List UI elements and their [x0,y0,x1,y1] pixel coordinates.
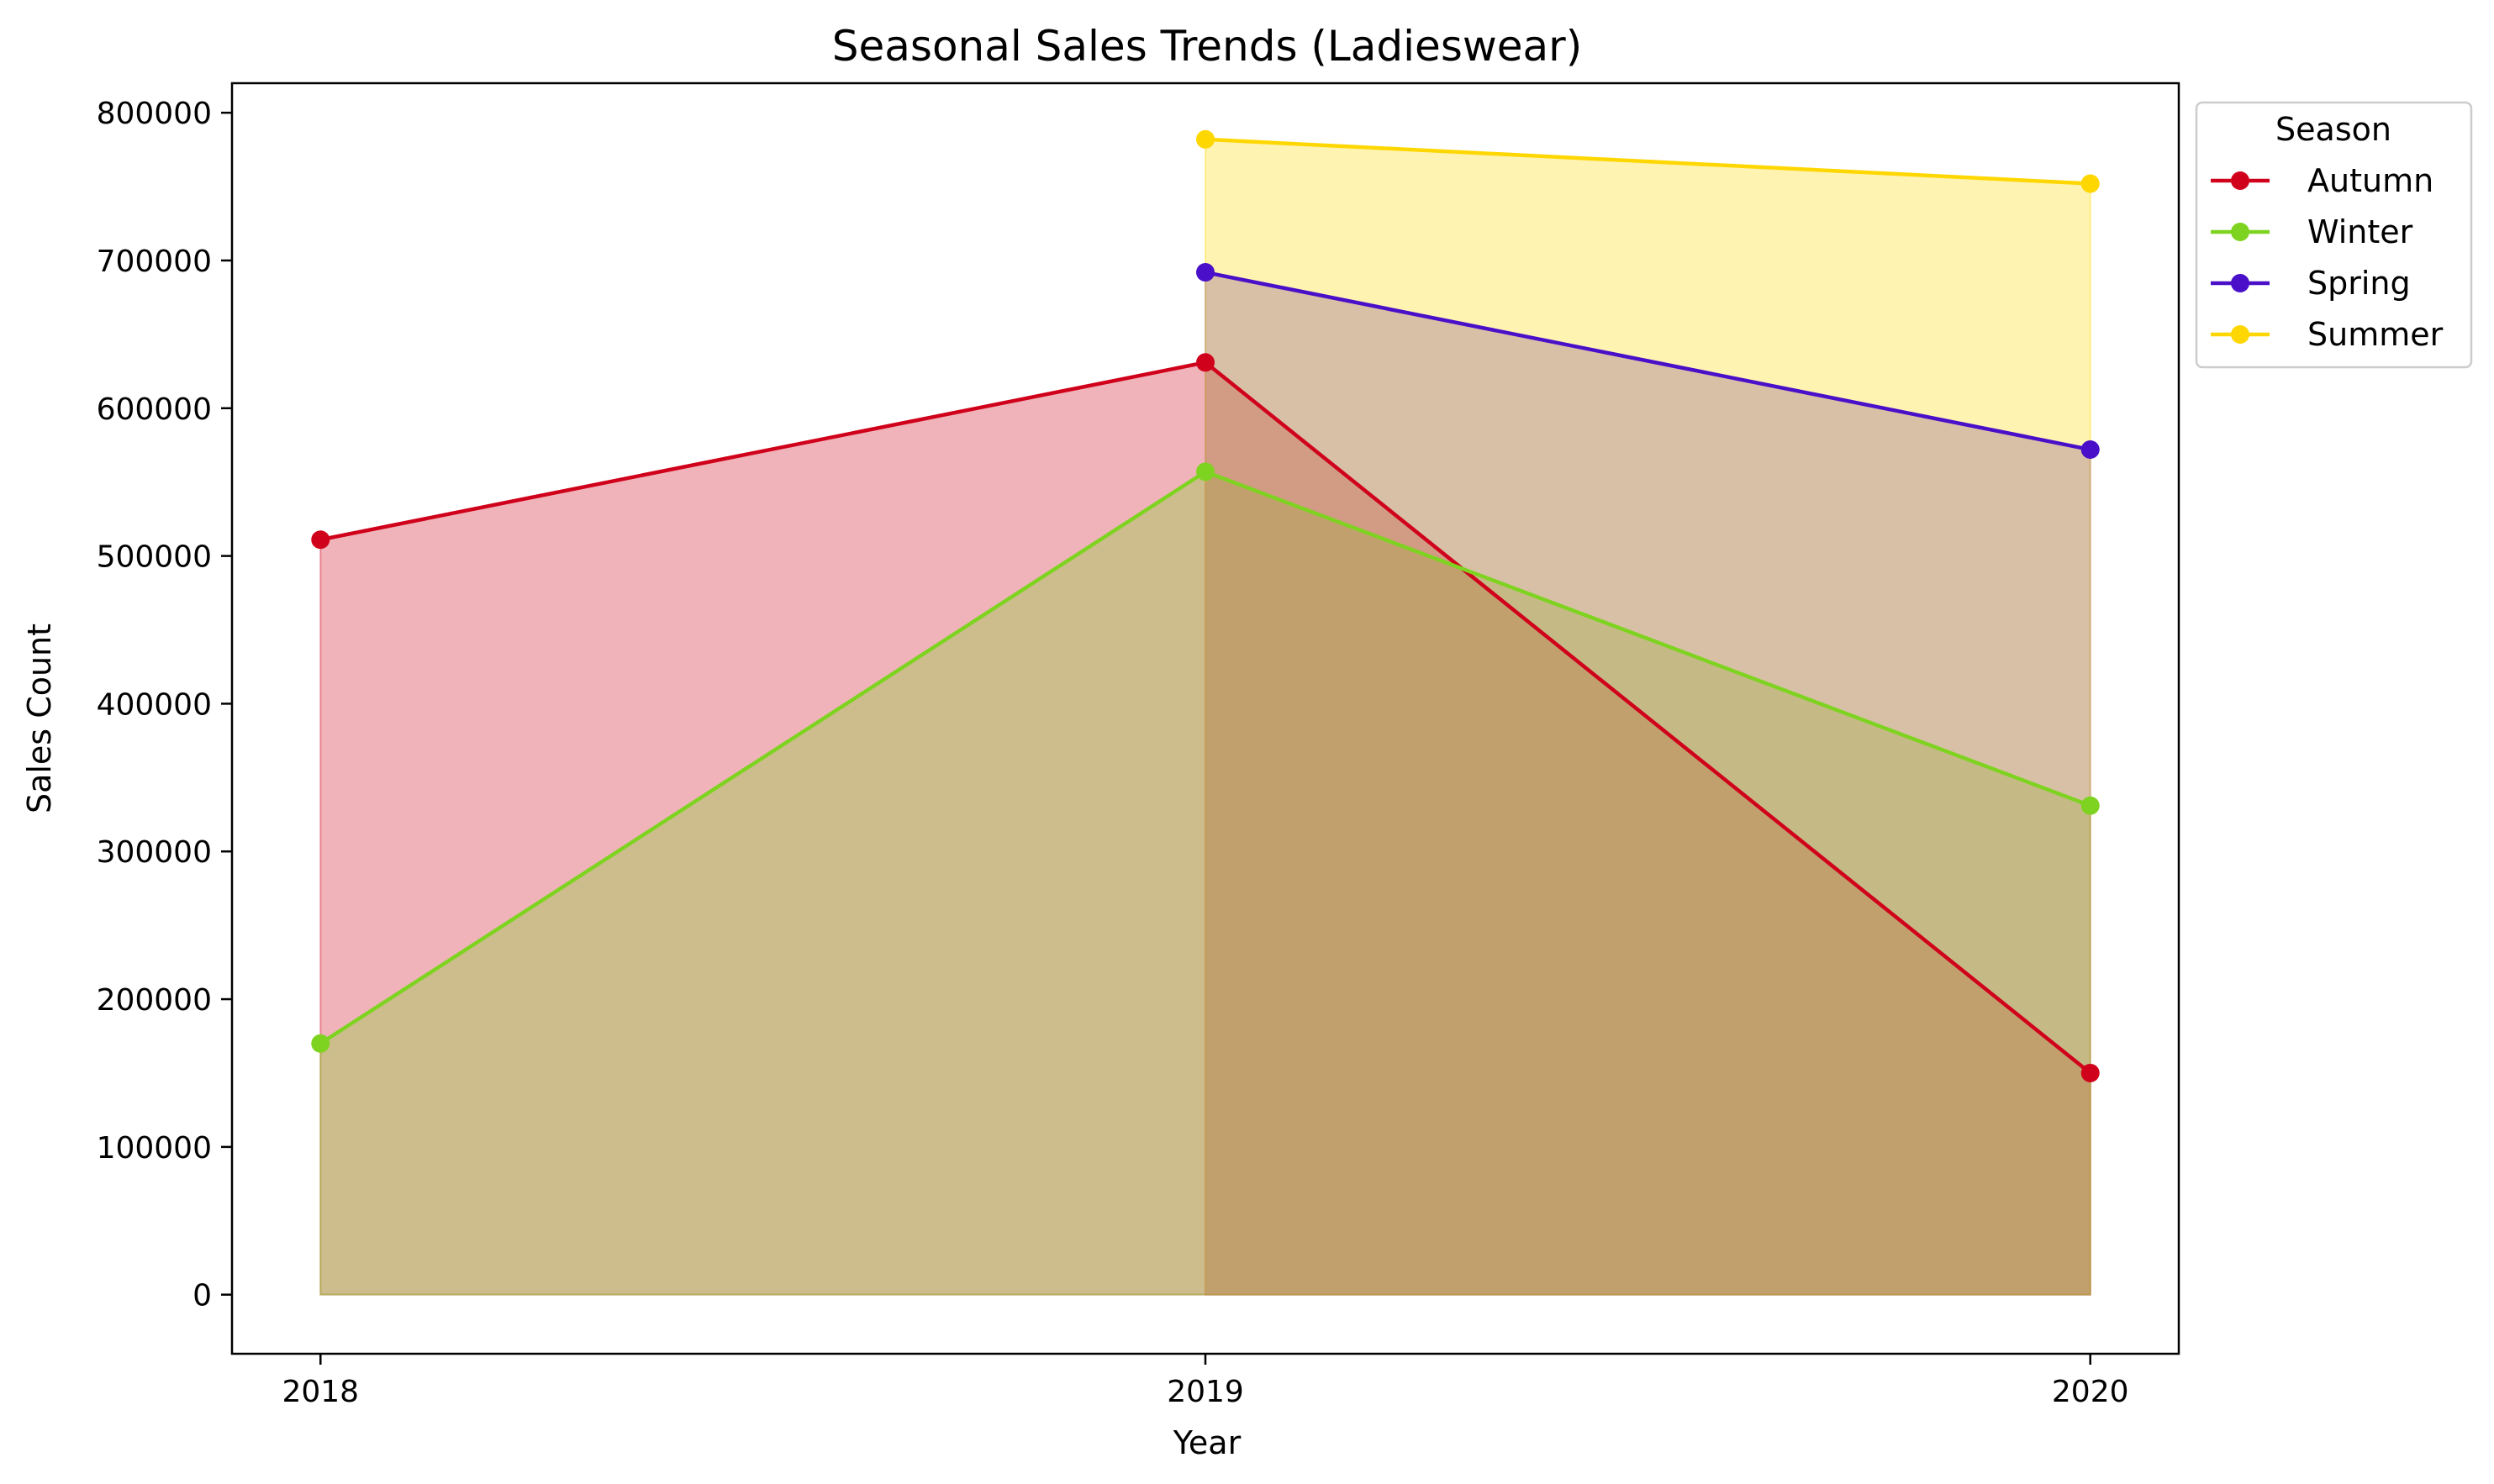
y-axis-title: Sales Count [21,624,58,813]
legend-label-summer: Summer [2307,316,2444,353]
y-tick-label: 100000 [97,1131,212,1166]
point-summer-2020 [2080,174,2100,193]
point-winter-2020 [2080,796,2100,815]
legend: Season Autumn Winter Spring Summer [2195,101,2473,369]
line-spring [1205,270,2091,452]
point-autumn-2019 [1196,353,1215,372]
x-axis-ticks: 2018 2019 2020 [282,1354,2129,1409]
point-spring-2019 [1196,263,1215,282]
point-spring-2020 [2080,440,2100,460]
data-points [311,129,2100,1082]
point-winter-2018 [311,1034,330,1053]
legend-title: Season [2275,111,2391,148]
y-tick-label: 800000 [97,97,212,131]
y-tick-label: 700000 [97,245,212,279]
x-tick-label: 2020 [2052,1375,2129,1409]
y-tick-label: 500000 [97,540,212,575]
y-tick-label: 600000 [97,392,212,427]
point-autumn-2018 [311,530,330,550]
x-tick-label: 2019 [1167,1375,1244,1409]
y-tick-label: 0 [192,1279,212,1313]
legend-label-winter: Winter [2307,213,2413,250]
line-summer [1205,137,2091,186]
legend-label-spring: Spring [2307,265,2411,302]
point-winter-2019 [1196,462,1215,482]
point-autumn-2020 [2080,1063,2100,1082]
point-summer-2019 [1196,129,1215,149]
area-fills [319,138,2091,1296]
x-tick-label: 2018 [282,1375,359,1409]
legend-marker-autumn [2231,171,2249,190]
y-axis-ticks: 0 100000 200000 300000 400000 500000 600000 700… [97,97,232,1313]
legend-label-autumn: Autumn [2307,162,2433,199]
legend-marker-summer [2231,325,2249,344]
y-tick-label: 200000 [97,983,212,1018]
legend-items: Autumn Winter Spring Summer [2211,162,2444,353]
y-tick-label: 400000 [97,687,212,722]
x-axis-title: Year [1173,1424,1242,1461]
legend-marker-spring [2231,274,2249,292]
chart-title: Seasonal Sales Trends (Ladieswear) [832,22,1582,71]
legend-marker-winter [2231,223,2249,241]
y-tick-label: 300000 [97,835,212,870]
legend-box [2195,101,2473,369]
